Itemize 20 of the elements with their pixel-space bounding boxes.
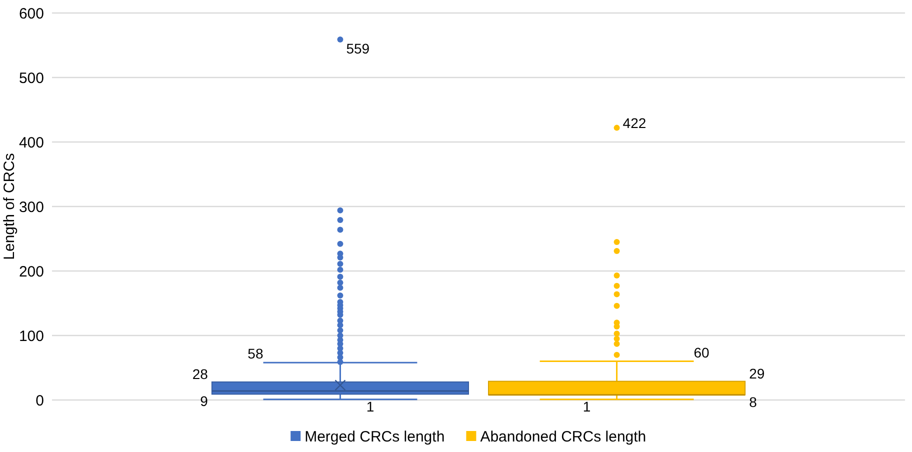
annotation: 1 bbox=[366, 398, 374, 414]
y-tick-label: 600 bbox=[18, 5, 44, 22]
y-tick-label: 0 bbox=[36, 392, 44, 410]
annotation: 28 bbox=[192, 366, 208, 382]
annotation: 29 bbox=[749, 365, 765, 382]
annotation: 60 bbox=[694, 344, 710, 360]
legend-label: Merged CRCs length bbox=[304, 428, 445, 446]
annotation: 8 bbox=[749, 394, 758, 410]
annotation: 58 bbox=[248, 346, 264, 362]
y-axis-title: Length of CRCs bbox=[1, 153, 18, 260]
y-tick-label: 300 bbox=[18, 198, 44, 216]
annotation: 1 bbox=[582, 398, 591, 414]
y-tick-label: 500 bbox=[18, 70, 44, 87]
annotation: 559 bbox=[346, 40, 370, 56]
y-tick-label: 100 bbox=[18, 328, 44, 345]
y-tick-label: 400 bbox=[18, 134, 44, 152]
legend-label: Abandoned CRCs length bbox=[480, 428, 646, 446]
annotation: 422 bbox=[622, 114, 646, 131]
y-tick-label: 200 bbox=[18, 263, 44, 280]
annotation: 9 bbox=[200, 393, 208, 410]
